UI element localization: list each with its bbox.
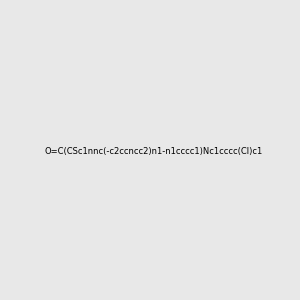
Text: O=C(CSc1nnc(-c2ccncc2)n1-n1cccc1)Nc1cccc(Cl)c1: O=C(CSc1nnc(-c2ccncc2)n1-n1cccc1)Nc1cccc…: [45, 147, 263, 156]
